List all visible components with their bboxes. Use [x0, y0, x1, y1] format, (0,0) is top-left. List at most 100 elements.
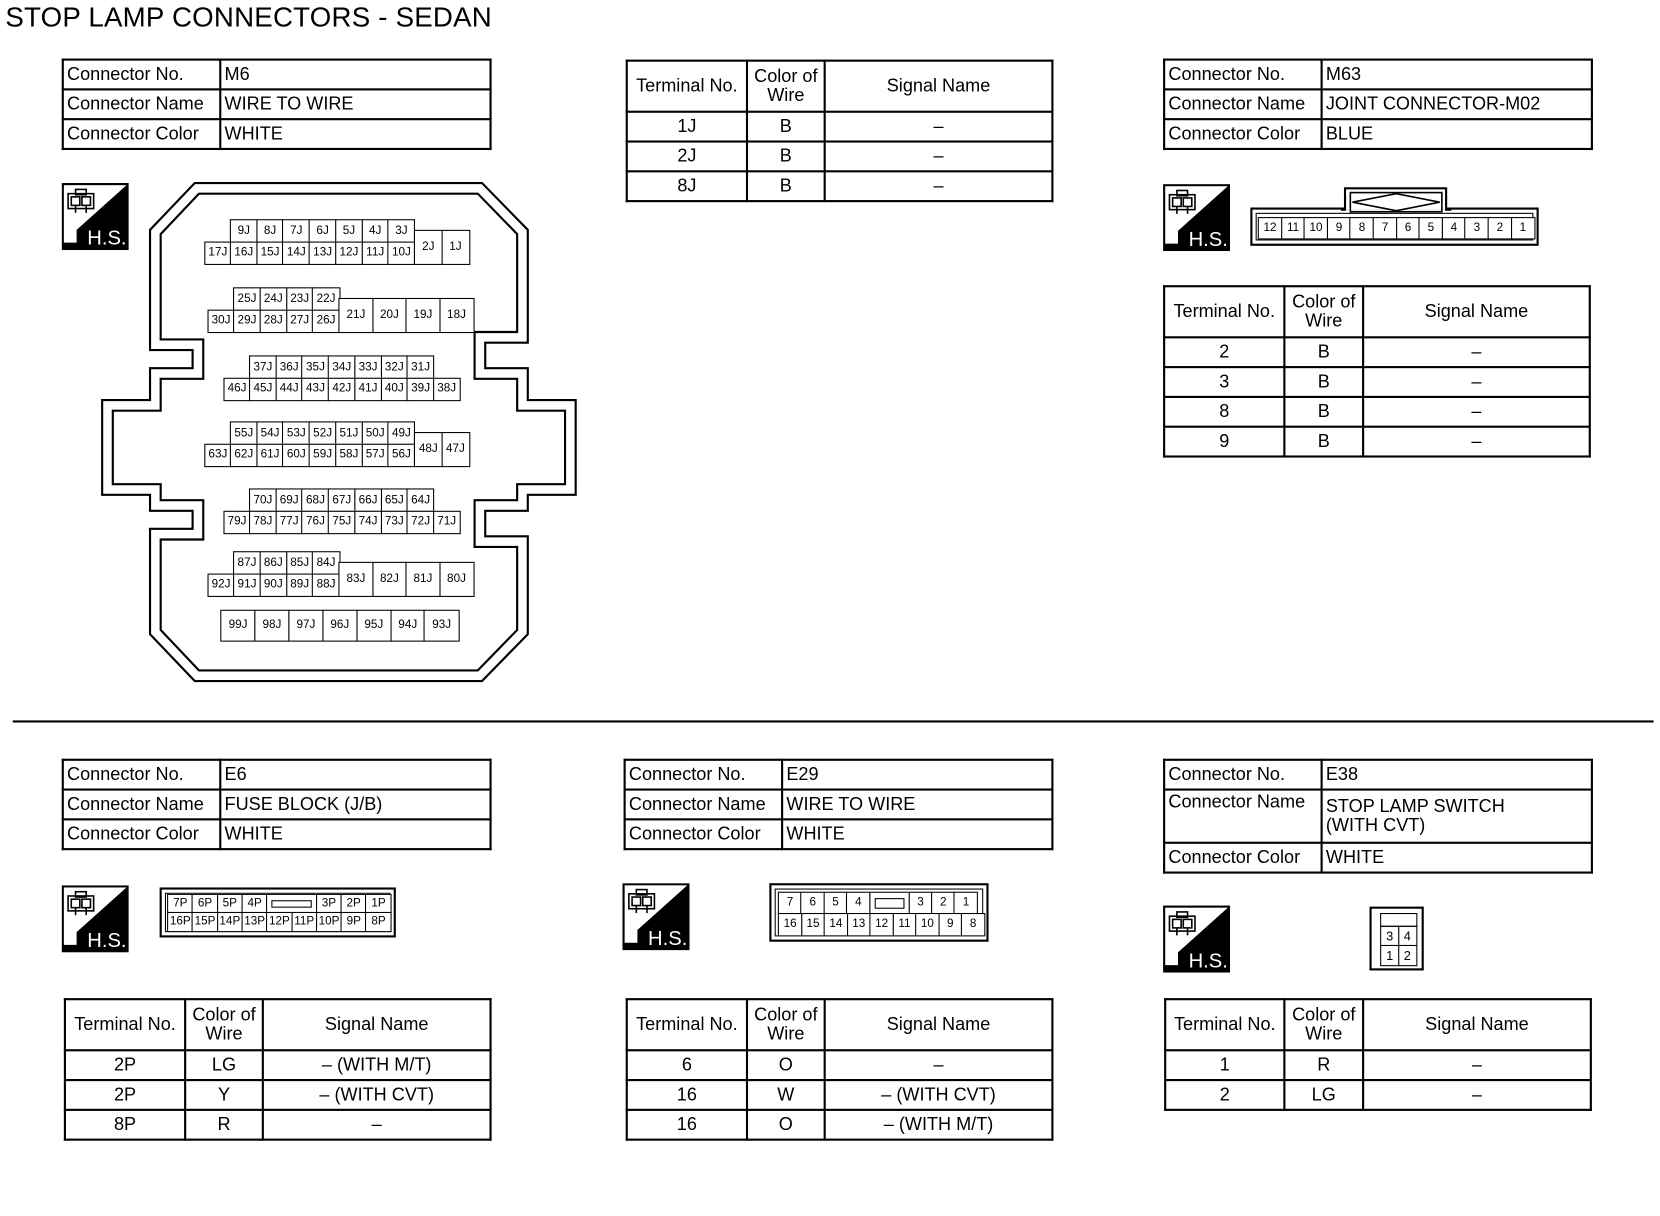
terminal-cell: 85J [285, 551, 314, 575]
terminal-cell: 8J [256, 219, 284, 243]
wire-color: B [1283, 336, 1365, 369]
terminal-cell: 64J [406, 488, 435, 512]
e38-info-row: Connector No. E38 [1163, 758, 1593, 791]
terminal-cell: 6 [1395, 217, 1421, 239]
terminal-cell: 77J [275, 510, 304, 534]
terminal-cell: 10P [315, 911, 343, 932]
terminal-cell: 15P [191, 911, 219, 932]
signal-name: – [823, 1049, 1054, 1082]
terminal-no-header: Terminal No. [625, 998, 749, 1052]
terminal-cell: 9J [229, 219, 258, 243]
wire-color: O [745, 1108, 826, 1141]
svg-text:H.S.: H.S. [648, 928, 687, 950]
m63-terminal-row: 9 B – [1163, 425, 1591, 458]
terminal-cell: 54J [256, 421, 284, 445]
signal-name: – [1362, 1049, 1592, 1082]
terminal-cell: 2 [1397, 944, 1417, 966]
terminal-cell: 59J [308, 443, 337, 467]
terminal-cell: 69J [275, 488, 304, 512]
terminal-no: 2 [1163, 336, 1286, 369]
terminal-cell: 88J [312, 573, 340, 597]
terminal-no: 6 [625, 1049, 749, 1082]
terminal-cell: 97J [288, 609, 324, 642]
terminal-cell: 11J [361, 241, 390, 265]
terminal-cell: 27J [285, 309, 314, 333]
wire-color: R [1283, 1049, 1365, 1082]
terminal-cell: 14 [823, 912, 849, 936]
terminal-cell: 1 [953, 891, 979, 915]
terminal-no: 8 [1163, 395, 1286, 428]
hs-harness-side-icon: H.S. [1163, 905, 1231, 973]
terminal-cell: 17J [204, 241, 232, 265]
connector-name-value: STOP LAMP SWITCH (WITH CVT) [1320, 788, 1593, 844]
terminal-cell: 7J [282, 219, 311, 243]
terminal-cell: 47J [441, 432, 470, 467]
terminal-cell: 87J [233, 551, 261, 575]
terminal-cell: 38J [433, 377, 461, 401]
e38-lock-tab [1380, 912, 1417, 927]
terminal-cell: 12 [869, 912, 894, 936]
connector-color-label: Connector Color [623, 818, 784, 851]
signal-name: – [1362, 336, 1591, 369]
signal-name-header: Signal Name [1362, 998, 1592, 1052]
terminal-cell: 61J [256, 443, 284, 467]
terminal-cell: 55J [229, 421, 258, 445]
section-divider [12, 720, 1654, 723]
connector-color-label: Connector Color [61, 118, 222, 151]
e6-info-row: Connector No. E6 [61, 758, 492, 791]
terminal-cell: 11 [892, 912, 917, 936]
terminal-cell: 63J [204, 443, 232, 467]
e38-terminal-row: 2 LG – [1164, 1078, 1592, 1111]
m6-info-row: Connector Color WHITE [61, 118, 492, 151]
terminal-cell: 10 [1303, 217, 1329, 239]
terminal-cell: 14J [282, 241, 311, 265]
signal-name: – (WITH M/T) [823, 1108, 1054, 1141]
terminal-cell: 3 [908, 891, 933, 915]
terminal-no: 2P [63, 1078, 187, 1111]
connector-color-label: Connector Color [1163, 118, 1323, 151]
terminal-cell: 48J [413, 432, 443, 467]
signal-name: – (WITH M/T) [261, 1049, 492, 1082]
terminal-cell: 2 [931, 891, 956, 915]
terminal-cell: 1P [365, 893, 392, 914]
terminal-cell: 9P [340, 911, 367, 932]
m6-info-table: Connector No. M6 Connector Name WIRE TO WIR… [61, 58, 492, 151]
terminal-cell: 75J [327, 510, 356, 534]
terminal-cell: 12 [1257, 217, 1283, 239]
terminal-cell: 19J [405, 297, 441, 333]
terminal-cell: 7P [167, 893, 194, 914]
terminal-cell: 24J [259, 287, 288, 311]
signal-name: – [823, 170, 1054, 203]
m63-terminal-row: 3 B – [1163, 366, 1591, 398]
terminal-no: 3 [1163, 366, 1286, 398]
m6-terminal-row: 1J B – [625, 110, 1054, 143]
wire-color: LG [184, 1049, 264, 1082]
signal-name: – (WITH CVT) [823, 1078, 1054, 1111]
e6-info-row: Connector Name FUSE BLOCK (J/B) [61, 788, 492, 821]
terminal-cell: 42J [327, 377, 356, 401]
connector-no-label: Connector No. [61, 758, 222, 791]
terminal-cell: 74J [354, 510, 382, 534]
terminal-cell: 56J [387, 443, 416, 467]
m63-terminal-header: Terminal No. Color of Wire Signal Name [1163, 285, 1591, 339]
terminal-cell: 8 [960, 912, 986, 936]
m63-terminal-row: 2 B – [1163, 336, 1591, 369]
terminal-cell: 57J [361, 443, 390, 467]
terminal-no: 1 [1164, 1049, 1286, 1082]
terminal-cell: 6P [191, 893, 219, 914]
terminal-cell: 15 [800, 912, 826, 936]
hs-harness-side-icon: H.S. [61, 183, 129, 251]
e29-info-row: Connector Color WHITE [623, 818, 1054, 851]
terminal-cell: 62J [229, 443, 258, 467]
terminal-cell: 95J [356, 609, 392, 642]
keyway-slot-icon [874, 898, 905, 909]
terminal-cell: 1J [441, 229, 470, 265]
m63-info-row: Connector Name JOINT CONNECTOR-M02 [1163, 88, 1593, 121]
connector-no-label: Connector No. [1163, 58, 1323, 91]
m63-info-row: Connector Color BLUE [1163, 118, 1593, 151]
terminal-cell: 4 [1441, 217, 1467, 239]
terminal-cell: 93J [423, 609, 460, 642]
wire-color: R [184, 1108, 264, 1141]
terminal-cell: 68J [301, 488, 330, 512]
signal-name-header: Signal Name [823, 998, 1054, 1052]
